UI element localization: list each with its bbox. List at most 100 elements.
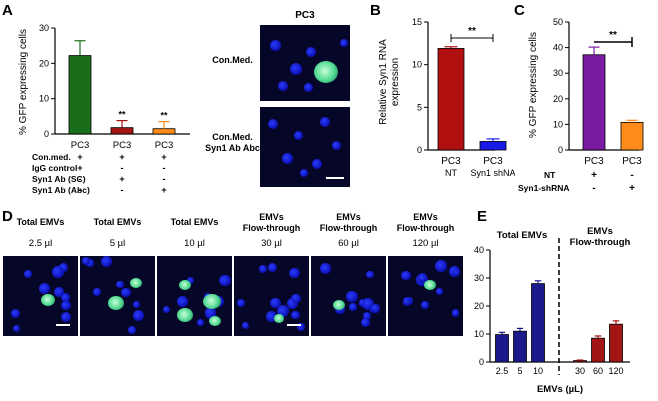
x-tick-label: PC3 — [622, 156, 642, 167]
scale-bar — [56, 324, 70, 326]
x-tick-label: PC3 — [155, 140, 173, 151]
y-tick-label: 15 — [412, 17, 422, 27]
y-tick-label: 10 — [39, 94, 49, 104]
panel-d-volume: 60 µl — [338, 238, 359, 249]
table-a-cell: + — [119, 174, 125, 184]
table-c-row-label: NT — [544, 170, 556, 180]
significance-label: ** — [160, 111, 168, 121]
y-tick-label: 30 — [39, 23, 49, 33]
panel-d-volume: 30 µl — [261, 238, 282, 249]
table-c-cell: + — [591, 170, 597, 181]
scale-bar — [287, 324, 301, 326]
table-a-cell: + — [77, 152, 83, 162]
panel-d-title: Total EMVs — [93, 217, 142, 227]
x-tick-label: 120 — [608, 366, 623, 376]
micrograph-d — [80, 256, 155, 336]
table-c-row-label: Syn1-shRNA — [518, 183, 569, 193]
bar — [591, 337, 605, 363]
y-axis-label: % GFP expressing cells — [18, 29, 29, 135]
bar — [479, 141, 507, 151]
panel-d-title: EMVs — [259, 212, 284, 222]
table-a-row-label: Con.med. — [32, 152, 71, 162]
group-label-flow: Flow-through — [570, 237, 631, 248]
panel-letter-e: E — [477, 208, 488, 225]
y-tick-label: 20 — [474, 301, 484, 311]
x-tick-label: PC3 — [113, 140, 131, 151]
x-tick-label: 2.5 — [496, 366, 509, 376]
bar — [573, 360, 587, 363]
y-axis-label-line1: Relative Syn1 RNA — [378, 39, 389, 125]
y-tick-label: 0 — [417, 145, 422, 155]
y-tick-label: 20 — [39, 58, 49, 68]
micro-a-row1-label: Con.Med. — [212, 55, 253, 65]
micro-a-row2-label: Con.Med. Syn1 Ab Abc — [205, 132, 260, 154]
table-a-row-label: Syn1 Ab (Abc) — [32, 185, 90, 195]
bar — [513, 330, 527, 363]
panel-letter-c: C — [514, 2, 525, 19]
panel-d-volume: 10 µl — [184, 238, 205, 249]
table-a-cell: - — [162, 163, 166, 173]
table-c-cell: + — [629, 183, 635, 194]
panel-a-condition-table: Con.med. + + + IgG control + - - Syn1 Ab (SC) - + -… — [0, 152, 200, 202]
y-tick-label: 0 — [479, 357, 484, 367]
x-tick-label: PC3 — [441, 156, 461, 167]
table-a-row-label: IgG control — [32, 163, 78, 173]
table-a-cell: + — [77, 163, 83, 173]
y-tick-label: 20 — [553, 94, 563, 104]
significance-label: ** — [609, 30, 617, 41]
y-tick-label: 50 — [553, 17, 563, 27]
bar — [582, 54, 606, 151]
bar — [495, 334, 509, 363]
significance-label: ** — [118, 110, 126, 120]
y-tick-label: 0 — [44, 129, 49, 139]
table-a-cell: - — [162, 174, 166, 184]
panel-d-subtitle: Flow-through — [396, 223, 455, 233]
group-label-total: Total EMVs — [497, 230, 548, 241]
panel-d-title: Total EMVs — [16, 217, 65, 227]
bar — [609, 323, 623, 363]
y-axis-label: % GFP expressing cells — [528, 32, 539, 138]
micrograph-d — [234, 256, 309, 336]
micrograph-a-conmed — [260, 25, 350, 101]
y-tick-label: 40 — [474, 245, 484, 255]
scale-bar — [326, 177, 344, 179]
panel-d-volume: 120 µl — [412, 238, 439, 249]
table-a-cell: - — [120, 185, 124, 195]
x-tick-label: PC3 — [483, 156, 503, 167]
bar — [531, 283, 545, 363]
table-a-cell: - — [78, 174, 82, 184]
panel-d-title: EMVs — [336, 212, 361, 222]
y-tick-label: 30 — [474, 273, 484, 283]
table-a-cell: + — [119, 152, 125, 162]
group-label-emvs: EMVs — [587, 226, 613, 237]
table-c-cell: - — [592, 183, 595, 194]
x-tick-label: PC3 — [71, 140, 89, 151]
table-a-cell: - — [78, 185, 82, 195]
micrograph-d — [388, 256, 463, 336]
micro-a-row2-label-line1: Con.Med. — [212, 132, 253, 142]
x-sublabel: NT — [445, 168, 457, 178]
micrograph-d — [311, 256, 386, 336]
table-a-row-label: Syn1 Ab (SC) — [32, 174, 86, 184]
y-tick-label: 10 — [553, 119, 563, 129]
micrograph-a-syn1-ab — [260, 107, 350, 187]
y-tick-label: 10 — [412, 60, 422, 70]
panel-letter-a: A — [2, 2, 13, 19]
micrograph-d — [157, 256, 232, 336]
micro-a-row2-label-line2: Syn1 Ab Abc — [205, 143, 260, 153]
panel-letter-d: D — [2, 208, 13, 225]
y-tick-label: 40 — [553, 43, 563, 53]
y-axis-label: GFP expressing cells (%) — [470, 253, 471, 360]
table-c-cell: - — [630, 170, 633, 181]
y-tick-label: 0 — [558, 145, 563, 155]
table-a-cell: + — [161, 152, 167, 162]
x-tick-label: 5 — [517, 366, 522, 376]
y-axis-label-line2: expression — [390, 58, 401, 106]
y-tick-label: 10 — [474, 329, 484, 339]
significance-label: ** — [468, 26, 476, 37]
y-tick-label: 30 — [553, 68, 563, 78]
bar — [437, 48, 465, 151]
panel-d: Total EMVs 2.5 µl Total EMVs 5 µl Total EMVs… — [3, 212, 463, 336]
x-sublabel: Syn1 shNA — [470, 168, 515, 178]
